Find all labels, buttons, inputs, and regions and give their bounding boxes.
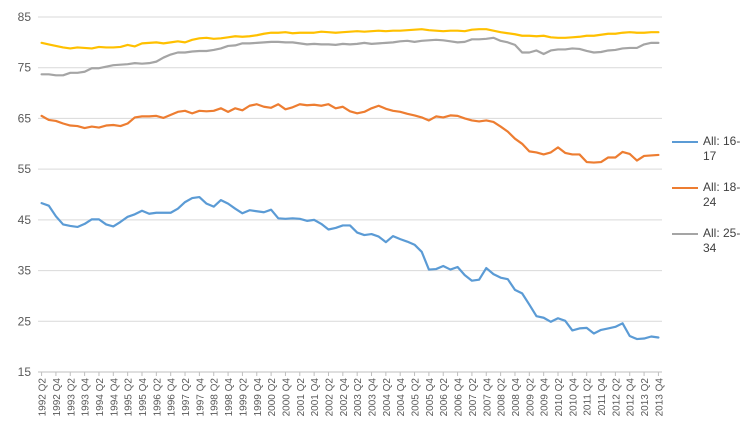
legend-swatch-25-34 (672, 233, 698, 235)
x-tick-label-1993-q4: 1993 Q4 (81, 378, 92, 417)
x-tick-label-2013-q4: 2013 Q4 (654, 378, 665, 417)
x-tick-label-1993-q2: 1993 Q2 (66, 378, 77, 417)
x-tick-label-2011-q2: 2011 Q2 (583, 378, 594, 416)
y-tick-label-55: 55 (18, 162, 32, 176)
x-tick-label-1995-q2: 1995 Q2 (124, 378, 135, 417)
y-tick-label-75: 75 (18, 61, 32, 75)
x-tick-label-1994-q2: 1994 Q2 (95, 378, 106, 417)
y-tick-label-35: 35 (18, 264, 32, 278)
x-tick-label-2010-q4: 2010 Q4 (568, 378, 579, 417)
y-tick-label-85: 85 (18, 10, 32, 24)
x-tick-label-2006-q4: 2006 Q4 (454, 378, 465, 417)
x-tick-label-1994-q4: 1994 Q4 (109, 378, 120, 417)
x-tick-label-2006-q2: 2006 Q2 (439, 378, 450, 417)
series-line-18-24 (40, 103, 660, 164)
legend-swatch-18-24 (672, 187, 698, 189)
x-tick-label-2003-q2: 2003 Q2 (353, 378, 364, 417)
legend-swatch-16-17 (672, 141, 698, 143)
legend-item-18-24: All: 18-24 (672, 180, 752, 226)
series-line-25-34 (40, 36, 660, 77)
x-tick-label-2003-q4: 2003 Q4 (368, 378, 379, 417)
x-tick-label-2013-q2: 2013 Q2 (640, 378, 651, 417)
x-tick-label-2002-q4: 2002 Q4 (339, 378, 350, 417)
x-tick-label-2010-q2: 2010 Q2 (554, 378, 565, 417)
y-tick-label-25: 25 (18, 314, 32, 328)
y-tick-label-15: 15 (18, 365, 32, 379)
y-tick-label-45: 45 (18, 213, 32, 227)
x-tick-label-1998-q4: 1998 Q4 (224, 378, 235, 417)
x-tick-label-2001-q2: 2001 Q2 (296, 378, 307, 417)
x-tick-label-2009-q2: 2009 Q2 (525, 378, 536, 417)
x-tick-label-2007-q4: 2007 Q4 (482, 378, 493, 417)
legend-item-16-17: All: 16-17 (672, 134, 752, 180)
x-tick-label-2004-q4: 2004 Q4 (396, 378, 407, 417)
x-tick-label-2004-q2: 2004 Q2 (382, 378, 393, 417)
x-tick-label-2008-q2: 2008 Q2 (497, 378, 508, 417)
legend-label-16-17: All: 16-17 (703, 134, 741, 163)
x-tick-label-2000-q2: 2000 Q2 (267, 378, 278, 417)
x-tick-label-2000-q4: 2000 Q4 (281, 378, 292, 417)
x-tick-label-2007-q2: 2007 Q2 (468, 378, 479, 417)
plot-area: 15 25 35 45 55 65 75 85 1992 Q2 1992 Q4 1993 Q2 199… (18, 10, 666, 417)
legend: All: 16-17 All: 18-24 All: 25-34 (672, 134, 752, 272)
x-tick-label-1996-q4: 1996 Q4 (167, 378, 178, 417)
x-tick-label-2002-q2: 2002 Q2 (324, 378, 335, 417)
legend-item-25-34: All: 25-34 (672, 226, 752, 272)
x-tick-label-1999-q4: 1999 Q4 (253, 378, 264, 417)
series-line-16-17 (40, 195, 660, 341)
x-tick-label-2005-q2: 2005 Q2 (411, 378, 422, 417)
x-tick-label-2001-q4: 2001 Q4 (310, 378, 321, 417)
x-tick-label-2012-q2: 2012 Q2 (611, 378, 622, 417)
x-tick-label-2005-q4: 2005 Q4 (425, 378, 436, 417)
x-tick-label-1995-q4: 1995 Q4 (138, 378, 149, 417)
x-tick-label-2008-q4: 2008 Q4 (511, 378, 522, 417)
x-tick-label-1999-q2: 1999 Q2 (238, 378, 249, 417)
series-line-4 (40, 28, 660, 50)
y-tick-label-65: 65 (18, 111, 32, 125)
x-tick-label-2009-q4: 2009 Q4 (540, 378, 551, 417)
x-tick-label-2011-q4: 2011 Q4 (597, 378, 608, 416)
x-tick-label-1996-q2: 1996 Q2 (152, 378, 163, 417)
legend-label-18-24: All: 18-24 (703, 180, 741, 209)
x-tick-label-1997-q4: 1997 Q4 (195, 378, 206, 417)
x-tick-label-1992-q2: 1992 Q2 (38, 378, 49, 417)
x-tick-label-1998-q2: 1998 Q2 (210, 378, 221, 417)
x-tick-label-1992-q4: 1992 Q4 (52, 378, 63, 417)
x-tick-label-1997-q2: 1997 Q2 (181, 378, 192, 417)
x-tick-label-2012-q4: 2012 Q4 (626, 378, 637, 417)
legend-label-25-34: All: 25-34 (703, 226, 741, 255)
